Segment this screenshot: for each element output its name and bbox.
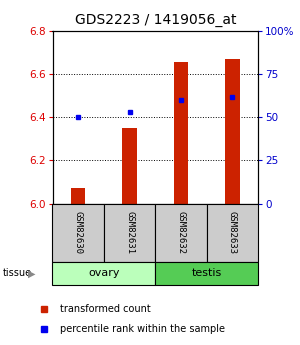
Text: transformed count: transformed count (59, 304, 150, 314)
Bar (207, 204, 258, 262)
Bar (104, 204, 155, 262)
Text: tissue: tissue (3, 268, 32, 278)
Bar (122, 128, 137, 204)
Bar (52, 204, 104, 262)
Text: percentile rank within the sample: percentile rank within the sample (59, 324, 224, 334)
Title: GDS2223 / 1419056_at: GDS2223 / 1419056_at (74, 13, 236, 27)
Bar (225, 59, 239, 204)
Bar (155, 262, 258, 285)
Text: GSM82633: GSM82633 (228, 211, 237, 254)
Bar (174, 62, 188, 204)
Bar (52, 262, 155, 285)
Bar (155, 204, 207, 262)
Text: ovary: ovary (88, 268, 120, 278)
Text: GSM82631: GSM82631 (125, 211, 134, 254)
Text: ▶: ▶ (28, 268, 35, 278)
Text: GSM82630: GSM82630 (74, 211, 83, 254)
Text: testis: testis (191, 268, 222, 278)
Text: GSM82632: GSM82632 (176, 211, 185, 254)
Bar (71, 188, 85, 204)
